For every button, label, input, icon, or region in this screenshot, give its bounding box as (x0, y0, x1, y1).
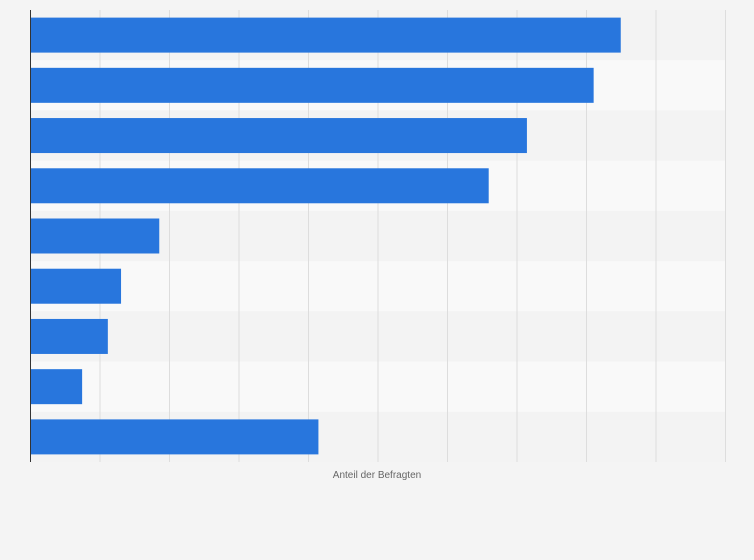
bar (30, 168, 489, 204)
bar (30, 218, 160, 254)
bar (30, 318, 108, 354)
bar (30, 369, 83, 405)
x-axis-label: Anteil der Befragten (333, 470, 421, 481)
bar (30, 268, 122, 304)
bar (30, 118, 527, 154)
bar (30, 17, 621, 53)
bar (30, 419, 319, 455)
bar (30, 67, 594, 103)
bars (30, 17, 621, 455)
